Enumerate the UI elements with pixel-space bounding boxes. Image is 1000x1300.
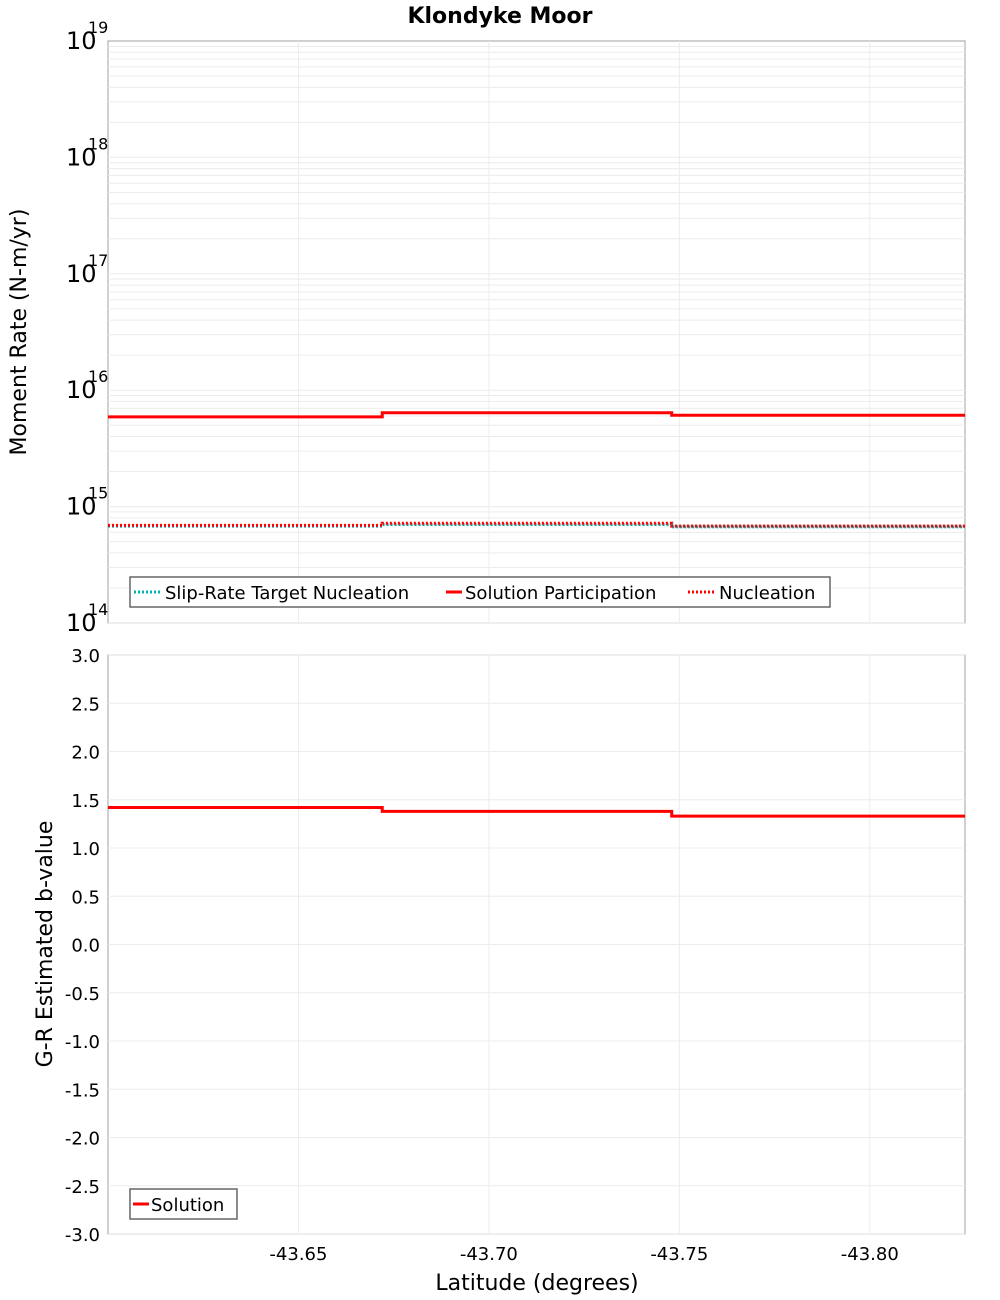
top-plot-area — [108, 41, 965, 623]
svg-text:18: 18 — [88, 134, 108, 153]
b-value-panel: 3.0 2.5 2.0 1.5 1.0 0.5 0.0 -0.5 -1.0 -1.5 -2.0 -2.… — [33, 646, 965, 1296]
chart-title: Klondyke Moor — [407, 4, 592, 29]
svg-text:17: 17 — [88, 251, 108, 270]
svg-text:0.0: 0.0 — [71, 936, 100, 957]
svg-text:-3.0: -3.0 — [65, 1225, 100, 1246]
top-y-axis-label: Moment Rate (N-m/yr) — [7, 209, 32, 456]
svg-text:-43.70: -43.70 — [460, 1244, 518, 1265]
svg-text:-2.5: -2.5 — [65, 1177, 100, 1198]
svg-text:-43.65: -43.65 — [269, 1244, 327, 1265]
chart-figure: Klondyke Moor 101410151016101710181019 M… — [0, 0, 1000, 1300]
moment-rate-panel: 101410151016101710181019 Moment Rate (N-… — [7, 18, 965, 637]
legend-label-nucleation: Nucleation — [719, 583, 815, 604]
svg-text:14: 14 — [88, 600, 108, 619]
svg-text:1.5: 1.5 — [71, 791, 100, 812]
svg-text:2.5: 2.5 — [71, 694, 100, 715]
svg-text:3.0: 3.0 — [71, 646, 100, 667]
top-legend: Slip-Rate Target Nucleation Solution Par… — [130, 577, 830, 607]
bottom-y-ticks: 3.0 2.5 2.0 1.5 1.0 0.5 0.0 -0.5 -1.0 -1.5 -2.0 -2.… — [65, 646, 100, 1246]
legend-label-solution-participation: Solution Participation — [465, 583, 656, 604]
svg-text:19: 19 — [88, 18, 108, 37]
svg-text:-1.0: -1.0 — [65, 1032, 100, 1053]
svg-text:1.0: 1.0 — [71, 839, 100, 860]
svg-text:0.5: 0.5 — [71, 887, 100, 908]
x-ticks: -43.65 -43.70 -43.75 -43.80 — [269, 1244, 898, 1265]
svg-text:15: 15 — [88, 484, 108, 503]
bottom-legend: Solution — [130, 1189, 237, 1219]
svg-text:16: 16 — [88, 367, 108, 386]
svg-text:-0.5: -0.5 — [65, 984, 100, 1005]
svg-text:-1.5: -1.5 — [65, 1080, 100, 1101]
x-axis-label: Latitude (degrees) — [435, 1271, 638, 1296]
bottom-y-axis-label: G-R Estimated b-value — [33, 821, 58, 1068]
svg-text:-43.75: -43.75 — [650, 1244, 708, 1265]
svg-text:2.0: 2.0 — [71, 743, 100, 764]
legend-label-slip-rate: Slip-Rate Target Nucleation — [165, 583, 409, 604]
legend-label-solution: Solution — [151, 1195, 224, 1216]
svg-text:-43.80: -43.80 — [841, 1244, 899, 1265]
svg-text:-2.0: -2.0 — [65, 1129, 100, 1150]
top-y-ticks: 101410151016101710181019 — [66, 18, 108, 637]
